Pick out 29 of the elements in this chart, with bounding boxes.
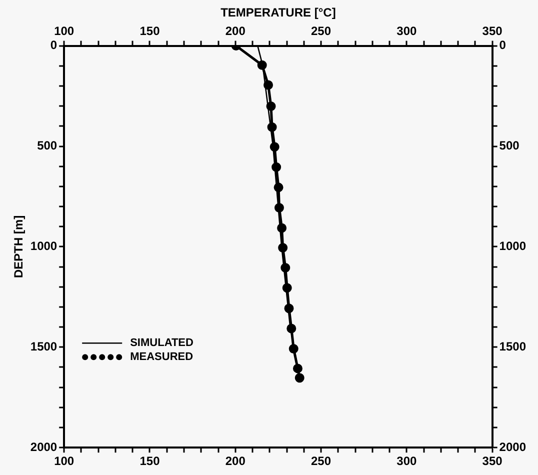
legend-label: MEASURED [130, 351, 194, 364]
y-axis-title: DEPTH [m] [12, 215, 26, 278]
x-tick-label: 250 [311, 454, 332, 468]
y-tick-label: 500 [37, 138, 58, 153]
x-tick-label: 200 [225, 454, 246, 468]
point [264, 80, 274, 90]
point [294, 373, 304, 383]
x-tick-label: 150 [140, 454, 160, 468]
y-tick-label: 2000 [30, 440, 58, 454]
y2-tick-label: 0 [499, 38, 506, 52]
y-tick-label: 1500 [30, 339, 58, 354]
y2-tick-label: 1500 [499, 339, 526, 354]
legend-label: SIMULATED [130, 337, 194, 350]
x-tick-label: 100 [54, 454, 74, 468]
y2-tick-label: 2000 [499, 440, 526, 454]
x2-tick-label: 200 [225, 24, 246, 38]
x-tick-label: 350 [482, 454, 503, 468]
x2-tick-label: 150 [140, 24, 160, 38]
y-tick-label: 1000 [30, 239, 58, 254]
x2-tick-label: 100 [54, 24, 74, 38]
y-tick-label: 0 [50, 38, 58, 52]
x2-tick-label: 300 [396, 24, 417, 38]
y2-tick-label: 1000 [499, 239, 526, 254]
x2-tick-label: 350 [482, 24, 503, 38]
x2-axis-title: TEMPERATURE [°C] [220, 6, 336, 20]
point [266, 102, 276, 112]
y2-tick-label: 500 [499, 138, 520, 153]
x2-tick-label: 250 [311, 24, 332, 38]
x-tick-label: 300 [396, 454, 417, 468]
